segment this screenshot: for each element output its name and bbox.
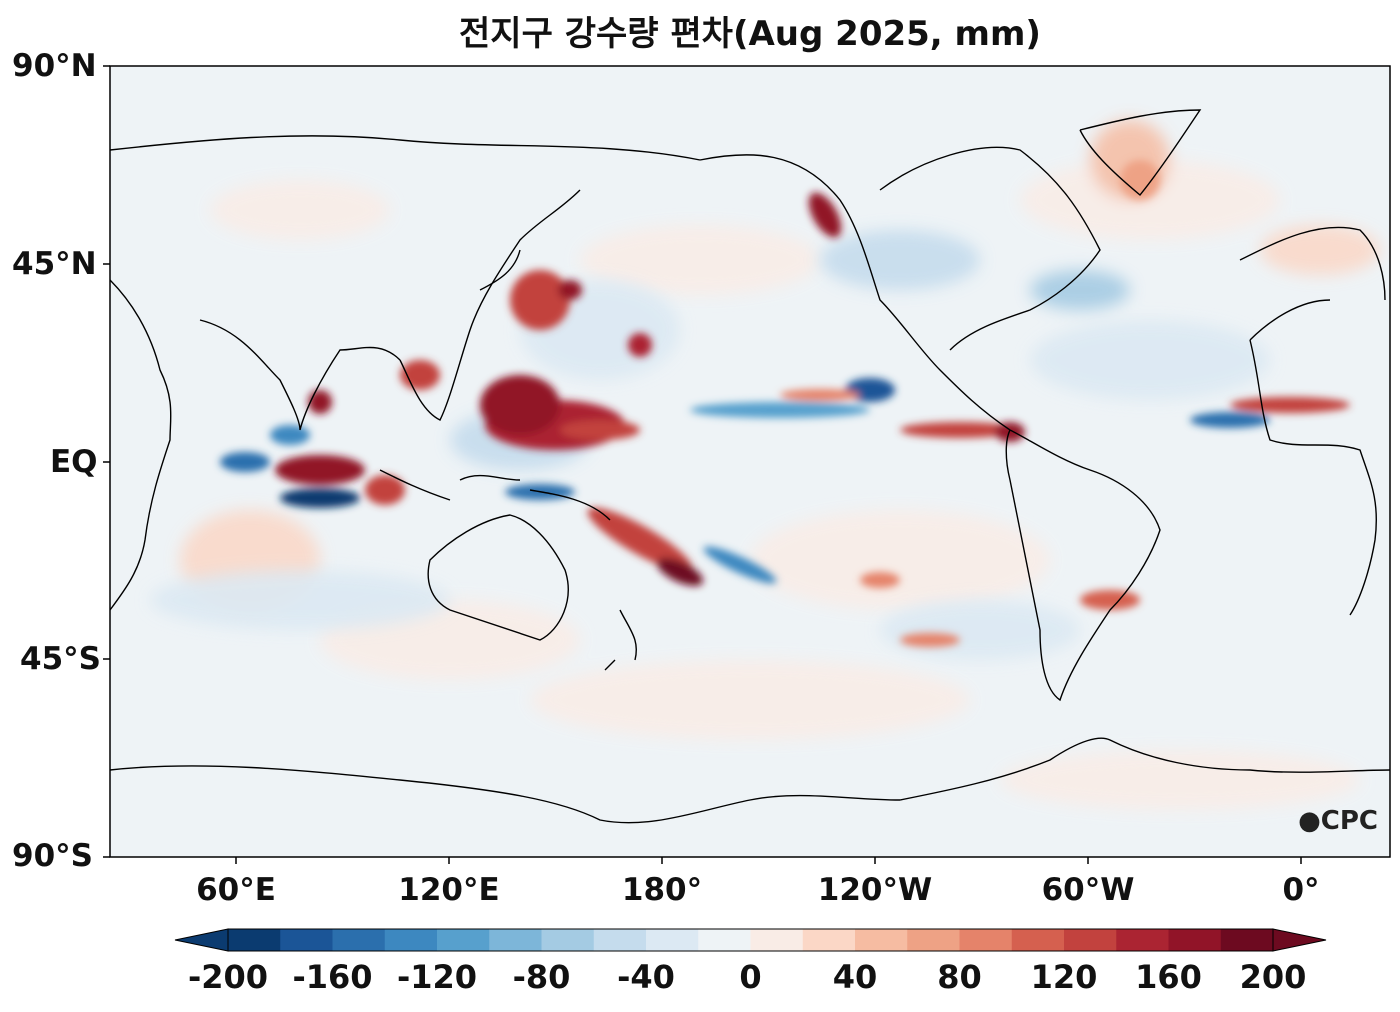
lat-label-90n: 90°N: [12, 48, 97, 84]
lon-label-120e: 120°E: [398, 872, 500, 908]
colorbar: [174, 928, 1327, 952]
logo-text: CPC: [1320, 806, 1378, 836]
lat-label-eq: EQ: [50, 444, 98, 480]
colorbar-tick-label: 80: [937, 958, 982, 996]
colorbar-segment: [541, 929, 595, 951]
colorbar-tick-label: -200: [187, 958, 269, 996]
colorbar-segment: [1168, 929, 1222, 951]
colorbar-border: [227, 928, 1274, 952]
colorbar-segment: [1220, 929, 1274, 951]
colorbar-segment: [802, 929, 856, 951]
colorbar-segment: [384, 929, 438, 951]
lon-tick-marks: [235, 857, 1302, 864]
colorbar-segment: [1064, 929, 1117, 951]
colorbar-segment: [228, 929, 281, 951]
lat-tick-marks: [103, 65, 110, 858]
lat-label-45n: 45°N: [12, 246, 97, 282]
cpc-logo: ●CPC: [1298, 806, 1378, 836]
lon-label-60e: 60°E: [196, 872, 276, 908]
colorbar-segment: [959, 929, 1013, 951]
colorbar-segment: [437, 929, 490, 951]
colorbar-tick-label: -160: [292, 958, 373, 996]
anomaly-field: [110, 66, 1390, 857]
lon-label-60w: 60°W: [1041, 872, 1135, 908]
colorbar-min-arrow: [174, 928, 229, 952]
colorbar-segment: [1116, 929, 1169, 951]
colorbar-segment: [280, 929, 333, 951]
lon-label-0: 0°: [1282, 872, 1320, 908]
colorbar-segment: [1011, 929, 1065, 951]
colorbar-segment: [489, 929, 542, 951]
colorbar-segment: [698, 929, 751, 951]
colorbar-segment: [646, 929, 699, 951]
lat-label-45s: 45°S: [20, 641, 101, 677]
colorbar-segment: [593, 929, 647, 951]
lon-label-120w: 120°W: [817, 872, 933, 908]
colorbar-segment: [332, 929, 386, 951]
coastlines: [110, 109, 1390, 824]
colorbar-tick-label: 200: [1239, 958, 1307, 996]
colorbar-tick-label: -40: [617, 958, 675, 996]
colorbar-segment: [750, 929, 804, 951]
colorbar-segment: [855, 929, 908, 951]
colorbar-segment: [907, 929, 960, 951]
colorbar-tick-label: -120: [396, 958, 478, 996]
colorbar-tick-label: 0: [739, 958, 762, 996]
colorbar-tick-label: -80: [512, 958, 571, 996]
colorbar-tick-label: 40: [832, 958, 878, 996]
lon-label-180: 180°: [621, 872, 703, 908]
colorbar-tick-label: 120: [1030, 958, 1098, 996]
map-title: 전지구 강수량 편차(Aug 2025, mm): [459, 14, 1041, 54]
lat-label-90s: 90°S: [12, 838, 93, 874]
colorbar-tick-label: 160: [1135, 958, 1202, 996]
colorbar-max-arrow: [1272, 928, 1327, 952]
logo-mark-icon: ●: [1298, 806, 1321, 836]
